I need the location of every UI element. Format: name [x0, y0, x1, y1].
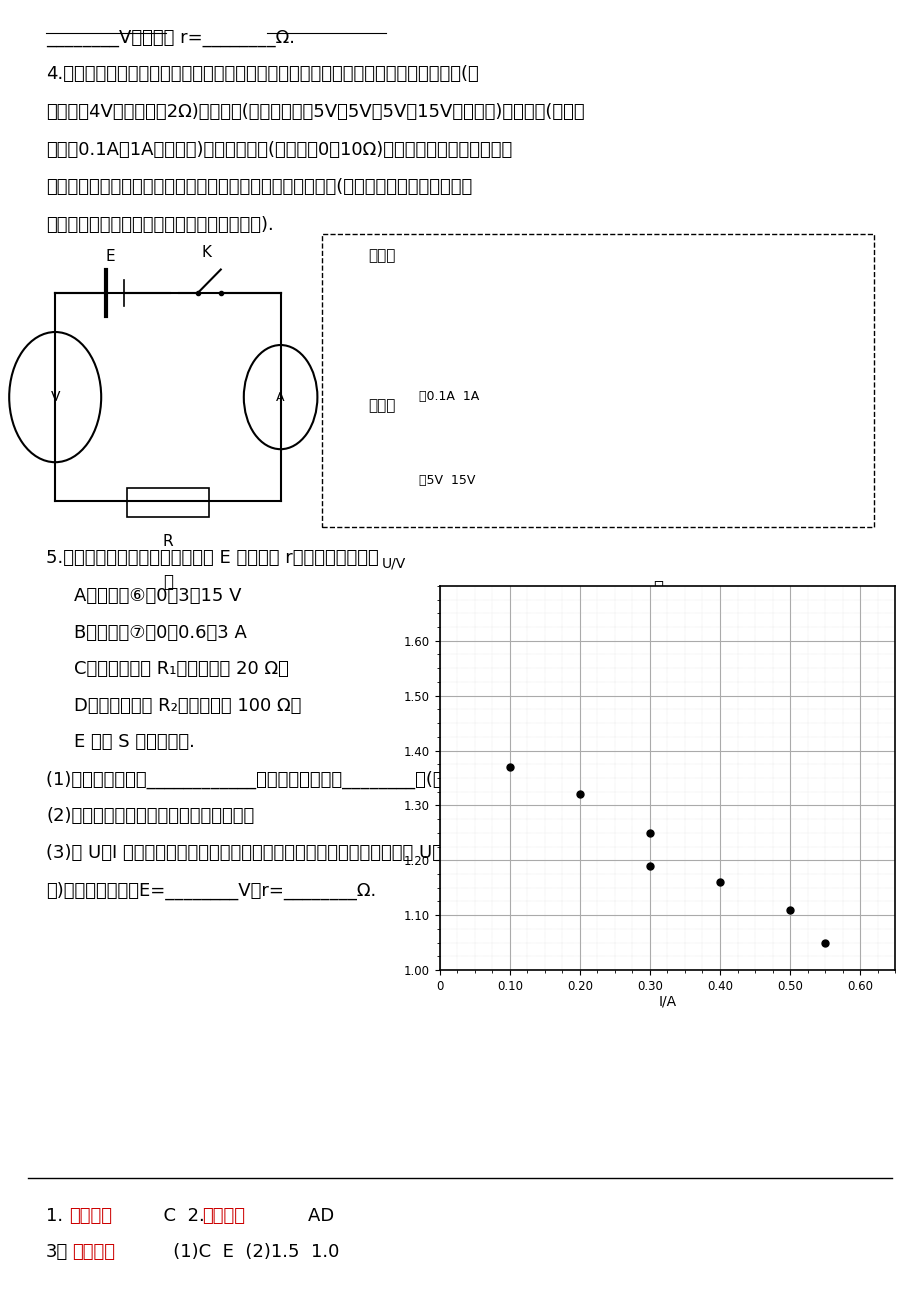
- Bar: [322, 234, 873, 527]
- Text: 甲: 甲: [163, 573, 173, 591]
- Text: 图)并由图线求出：E=________V，r=________Ω.: 图)并由图线求出：E=________V，r=________Ω.: [46, 881, 376, 900]
- Text: A: A: [276, 391, 285, 404]
- Text: D．滑动变阻器 R₂：（总阻値 100 Ω）: D．滑动变阻器 R₂：（总阻値 100 Ω）: [74, 697, 301, 715]
- Text: 计，有0.1A、1A两个量程)，滑动变阻器(阻値范围0～10Ω)，开关，另有导线若干．试: 计，有0.1A、1A两个量程)，滑动变阻器(阻値范围0～10Ω)，开关，另有导线…: [46, 141, 512, 159]
- Text: 【答案】: 【答案】: [202, 1207, 245, 1225]
- Text: 按照图甲中的电路在图乙中画出连线，将器材连接成实验电路(要求正确选择电表量程，以: 按照图甲中的电路在图乙中画出连线，将器材连接成实验电路(要求正确选择电表量程，以: [46, 178, 471, 197]
- X-axis label: I/A: I/A: [658, 995, 675, 1008]
- Text: (2)在虚线框中将电压表连入实验电路中；: (2)在虚线框中将电压表连入实验电路中；: [46, 807, 254, 825]
- Text: E: E: [106, 249, 115, 264]
- Text: E 电键 S 和导线若干.: E 电键 S 和导线若干.: [74, 733, 194, 751]
- Text: 乙: 乙: [652, 579, 662, 598]
- Text: A．电压表⑥：0～3～15 V: A．电压表⑥：0～3～15 V: [74, 587, 241, 605]
- Text: 保证仪器的安全并使测量有尽可能高的精确度).: 保证仪器的安全并使测量有尽可能高的精确度).: [46, 216, 274, 234]
- Text: 【答案】: 【答案】: [72, 1243, 115, 1262]
- Text: 【答案】: 【答案】: [69, 1207, 112, 1225]
- Text: 1.: 1.: [46, 1207, 63, 1225]
- Text: R: R: [163, 534, 173, 549]
- Text: 4.测量电源的电动势及内阻的实验电路如图甲所示．图乙中给出的器材有：待测的电源(电: 4.测量电源的电动势及内阻的实验电路如图甲所示．图乙中给出的器材有：待测的电源(…: [46, 65, 478, 83]
- Text: 电流表: 电流表: [368, 249, 395, 263]
- Text: 3．: 3．: [46, 1243, 68, 1262]
- Text: C．滑动变阻器 R₁：（总阻値 20 Ω）: C．滑动变阻器 R₁：（总阻値 20 Ω）: [74, 660, 289, 678]
- Text: AD: AD: [285, 1207, 335, 1225]
- Text: 电压表: 电压表: [368, 398, 395, 413]
- Text: 5.用伏安法测一节干电池的电动势 E 和内电阻 r，所给的器材有：: 5.用伏安法测一节干电池的电动势 E 和内电阻 r，所给的器材有：: [46, 549, 379, 568]
- Y-axis label: U/V: U/V: [381, 556, 406, 570]
- Bar: [127, 488, 210, 517]
- Text: B．电流表⑦：0～0.6～3 A: B．电流表⑦：0～0.6～3 A: [74, 624, 246, 642]
- Text: K: K: [202, 245, 211, 260]
- Text: (1)电压表量程选用____________；滑动变阻器选用________；(填 R₁或 R₂): (1)电压表量程选用____________；滑动变阻器选用________；(…: [46, 771, 512, 789]
- Text: －0.1A  1A: －0.1A 1A: [418, 389, 478, 402]
- Text: V: V: [51, 391, 60, 404]
- Text: 动势约为4V，内阻约为2Ω)，电压表(内阻很大，有5V、5V、5V、15V两个量程)，电流表(内阻不: 动势约为4V，内阻约为2Ω)，电压表(内阻很大，有5V、5V、5V、15V两个量…: [46, 103, 584, 121]
- Text: (3)在 U－I 图中已画出七组实验数据所对应的坐标点，请根据这些点做出 U－I 图线(如: (3)在 U－I 图中已画出七组实验数据所对应的坐标点，请根据这些点做出 U－I…: [46, 844, 493, 862]
- Text: －5V  15V: －5V 15V: [418, 474, 474, 487]
- Text: ________V，内电阻 r=________Ω.: ________V，内电阻 r=________Ω.: [46, 29, 295, 47]
- Text: C  2.: C 2.: [152, 1207, 204, 1225]
- Text: (1)C  E  (2)1.5  1.0: (1)C E (2)1.5 1.0: [156, 1243, 339, 1262]
